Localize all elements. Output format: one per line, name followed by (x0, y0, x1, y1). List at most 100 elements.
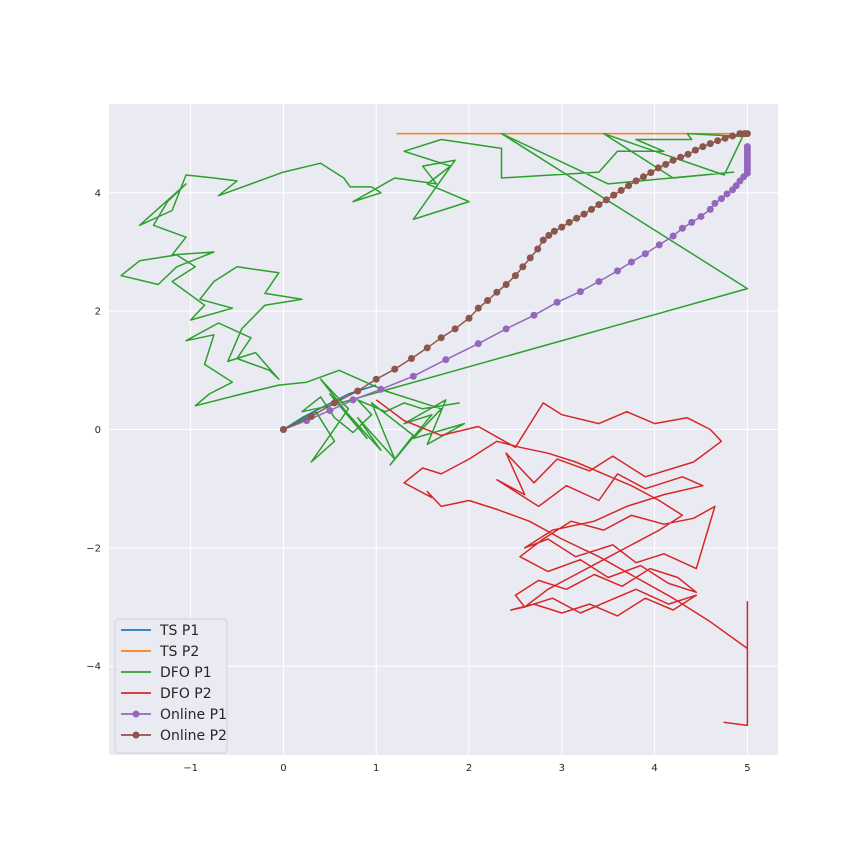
legend: TS P1 TS P2 DFO P1 DFO P2 Online P1 Online P2 (114, 618, 228, 754)
data-point (307, 412, 315, 420)
x-tick-label: 3 (559, 763, 565, 774)
x-tick-label: 2 (466, 763, 472, 774)
data-point (330, 399, 338, 407)
legend-label: Online P1 (160, 707, 227, 723)
x-tick-label: 0 (280, 763, 286, 774)
data-point (717, 195, 725, 203)
legend-label: Online P2 (160, 728, 227, 744)
data-point (688, 218, 696, 226)
data-point (729, 132, 737, 140)
y-tick-label: 2 (95, 307, 101, 318)
data-point (502, 325, 510, 333)
data-point (602, 196, 610, 204)
data-point (279, 426, 287, 433)
x-tick-label: 5 (744, 763, 750, 774)
data-point (349, 396, 357, 404)
series-layer (120, 130, 751, 727)
legend-label: DFO P1 (160, 665, 212, 681)
data-point (587, 205, 595, 213)
data-point (553, 298, 561, 306)
data-point (699, 143, 707, 151)
legend-label: TS P1 (159, 623, 199, 639)
legend-item: TS P1 (121, 623, 199, 639)
data-point (714, 137, 722, 145)
data-point (565, 218, 573, 226)
data-point (573, 214, 581, 222)
data-point (519, 263, 527, 271)
legend-marker (132, 710, 140, 718)
legend-marker (132, 731, 140, 739)
data-point (526, 254, 534, 262)
data-point (743, 143, 751, 151)
data-point (484, 296, 492, 304)
data-point (326, 407, 334, 415)
data-point (534, 245, 542, 253)
series-line (120, 132, 749, 466)
data-point (677, 153, 685, 161)
legend-box (114, 618, 228, 754)
x-axis-ticks: −1 0 1 2 3 4 5 (183, 763, 750, 774)
data-point (697, 212, 705, 220)
data-point (684, 150, 692, 158)
y-tick-label: 4 (95, 188, 101, 199)
data-point (423, 344, 431, 352)
data-point (511, 272, 519, 280)
series-dfo-p1 (120, 132, 749, 466)
data-point (354, 387, 362, 395)
legend-item: Online P1 (121, 707, 227, 723)
series-dfo-p2 (375, 399, 749, 727)
data-point (474, 304, 482, 312)
data-point (641, 250, 649, 258)
y-axis-ticks: −4 −2 0 2 4 (86, 188, 101, 672)
data-point (558, 223, 566, 231)
data-point (723, 190, 731, 198)
data-point (372, 375, 380, 383)
y-tick-label: −4 (86, 662, 101, 673)
data-point (639, 173, 647, 181)
data-point (669, 156, 677, 164)
x-tick-label: 1 (373, 763, 379, 774)
data-point (377, 385, 385, 393)
legend-label: DFO P2 (160, 686, 212, 702)
data-point (732, 182, 740, 190)
data-point (502, 281, 510, 289)
data-point (465, 314, 473, 322)
data-point (530, 311, 538, 319)
y-tick-label: 0 (95, 425, 101, 436)
data-point (409, 372, 417, 380)
data-point (654, 164, 662, 172)
data-point (711, 199, 719, 207)
data-point (617, 186, 625, 194)
data-point (691, 146, 699, 154)
data-point (613, 267, 621, 275)
data-point (576, 288, 584, 296)
data-point (678, 224, 686, 232)
data-point (550, 227, 558, 235)
series-online-p2 (279, 130, 751, 433)
data-point (407, 354, 415, 362)
data-point (627, 258, 635, 266)
data-point (706, 140, 714, 148)
legend-item: DFO P2 (121, 686, 212, 702)
legend-item: DFO P1 (121, 665, 212, 681)
data-point (647, 169, 655, 177)
y-tick-label: −2 (86, 543, 101, 554)
data-point (632, 177, 640, 185)
data-point (437, 334, 445, 342)
data-point (451, 325, 459, 333)
data-point (655, 241, 663, 249)
x-tick-label: 4 (651, 763, 657, 774)
data-point (743, 130, 751, 138)
data-point (721, 134, 729, 142)
data-point (539, 236, 547, 244)
data-point (474, 340, 482, 348)
data-point (595, 201, 603, 209)
data-point (662, 160, 670, 168)
data-point (493, 288, 501, 296)
series-online-p1 (279, 143, 751, 433)
data-point (580, 210, 588, 218)
data-point (545, 231, 553, 239)
data-point (706, 205, 714, 213)
legend-item: TS P2 (121, 644, 199, 660)
